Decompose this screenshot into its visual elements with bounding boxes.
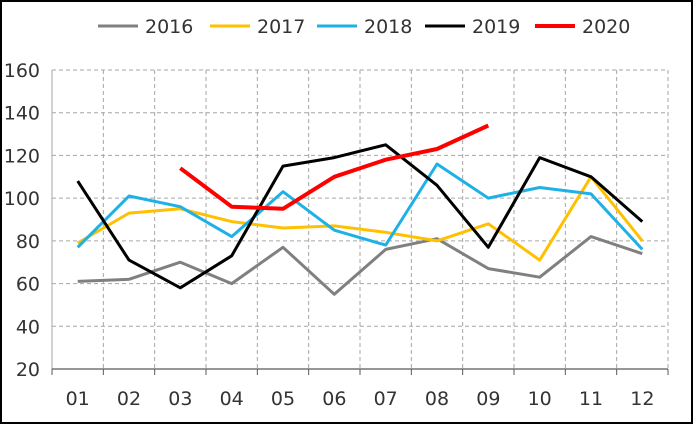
x-tick-label: 01 — [66, 388, 90, 410]
y-tick-label: 100 — [4, 188, 40, 210]
x-tick-labels: 01 02 03 04 05 06 07 08 09 10 11 12 — [66, 388, 655, 410]
series-line-2016 — [77, 235, 643, 296]
x-tick-label: 08 — [425, 388, 449, 410]
x-tick-label: 06 — [322, 388, 346, 410]
x-tick-label: 11 — [579, 388, 603, 410]
x-tick-label: 10 — [528, 388, 552, 410]
y-tick-label: 120 — [4, 145, 40, 167]
series-line-2020 — [179, 123, 490, 211]
y-tick-label: 60 — [16, 274, 40, 296]
legend-label-2020: 2020 — [582, 16, 630, 38]
legend-label-2018: 2018 — [364, 16, 412, 38]
x-tick-label: 03 — [168, 388, 192, 410]
y-tick-label: 160 — [4, 60, 40, 82]
y-tick-label: 140 — [4, 103, 40, 125]
series-line-2018 — [76, 162, 644, 251]
x-tick-label: 12 — [630, 388, 654, 410]
y-tick-labels: 20 40 60 80 100 120 140 160 — [4, 60, 40, 381]
x-tick-label: 07 — [374, 388, 398, 410]
series-line-2019 — [76, 143, 644, 290]
series-lines — [76, 123, 644, 296]
legend-label-2017: 2017 — [257, 16, 305, 38]
legend-label-2019: 2019 — [472, 16, 520, 38]
x-tick-label: 09 — [476, 388, 500, 410]
axes — [51, 70, 669, 375]
y-tick-label: 20 — [16, 359, 40, 381]
x-tick-label: 05 — [271, 388, 295, 410]
gridlines — [52, 69, 669, 369]
series-line-2017 — [76, 175, 644, 262]
legend-label-2016: 2016 — [145, 16, 193, 38]
x-tick-label: 02 — [117, 388, 141, 410]
x-tick-label: 04 — [220, 388, 244, 410]
y-tick-label: 40 — [16, 316, 40, 338]
legend: 2016 2017 2018 2019 2020 — [98, 16, 630, 38]
y-tick-label: 80 — [16, 231, 40, 253]
